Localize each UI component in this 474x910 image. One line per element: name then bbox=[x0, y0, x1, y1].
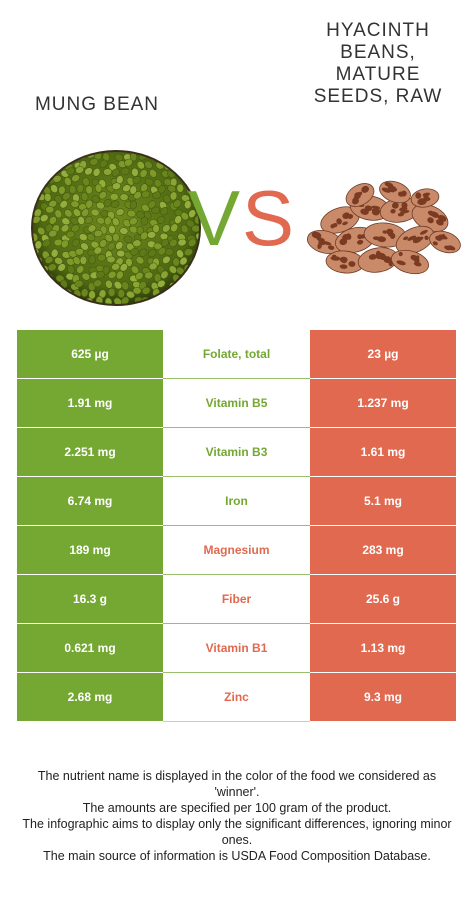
footer-line: The main source of information is USDA F… bbox=[43, 849, 431, 863]
right-value: 1.61 mg bbox=[310, 428, 456, 477]
footer-notes: The nutrient name is displayed in the co… bbox=[14, 768, 460, 864]
right-value: 283 mg bbox=[310, 526, 456, 575]
comparison-header: MUNG BEAN HYACINTH BEANS, MATURE SEEDS, … bbox=[0, 0, 474, 320]
vs-v-letter: V bbox=[188, 174, 243, 262]
nutrient-name: Folate, total bbox=[163, 330, 310, 379]
nutrient-name: Magnesium bbox=[163, 526, 310, 575]
footer-line: The nutrient name is displayed in the co… bbox=[37, 769, 437, 799]
right-value: 1.237 mg bbox=[310, 379, 456, 428]
left-value: 2.68 mg bbox=[17, 673, 163, 722]
right-value: 23 µg bbox=[310, 330, 456, 379]
left-value: 625 µg bbox=[17, 330, 163, 379]
left-value: 1.91 mg bbox=[17, 379, 163, 428]
nutrient-row: 2.68 mg Zinc 9.3 mg bbox=[17, 673, 456, 722]
right-value: 25.6 g bbox=[310, 575, 456, 624]
nutrient-row: 1.91 mg Vitamin B5 1.237 mg bbox=[17, 379, 456, 428]
right-food-name: HYACINTH BEANS, MATURE SEEDS, RAW bbox=[313, 20, 443, 107]
footer-line: The amounts are specified per 100 gram o… bbox=[82, 801, 392, 815]
footer-line: The infographic aims to display only the… bbox=[22, 817, 452, 847]
nutrient-comparison-table: 625 µg Folate, total 23 µg 1.91 mg Vitamin B… bbox=[17, 330, 456, 722]
nutrient-row: 16.3 g Fiber 25.6 g bbox=[17, 575, 456, 624]
nutrient-name: Vitamin B3 bbox=[163, 428, 310, 477]
right-value: 9.3 mg bbox=[310, 673, 456, 722]
right-value: 5.1 mg bbox=[310, 477, 456, 526]
left-food-name: MUNG BEAN bbox=[34, 94, 160, 115]
left-value: 16.3 g bbox=[17, 575, 163, 624]
right-value: 1.13 mg bbox=[310, 624, 456, 673]
vs-s-letter: S bbox=[242, 174, 297, 262]
nutrient-name: Vitamin B1 bbox=[163, 624, 310, 673]
nutrient-name: Zinc bbox=[163, 673, 310, 722]
nutrient-row: 189 mg Magnesium 283 mg bbox=[17, 526, 456, 575]
left-value: 6.74 mg bbox=[17, 477, 163, 526]
nutrient-row: 6.74 mg Iron 5.1 mg bbox=[17, 477, 456, 526]
nutrient-row: 2.251 mg Vitamin B3 1.61 mg bbox=[17, 428, 456, 477]
vs-label: VS bbox=[188, 178, 296, 258]
nutrient-row: 625 µg Folate, total 23 µg bbox=[17, 330, 456, 379]
hyacinth-beans-image bbox=[300, 180, 464, 280]
nutrient-name: Iron bbox=[163, 477, 310, 526]
left-value: 189 mg bbox=[17, 526, 163, 575]
left-value: 0.621 mg bbox=[17, 624, 163, 673]
mung-bean-image bbox=[30, 150, 202, 306]
nutrient-row: 0.621 mg Vitamin B1 1.13 mg bbox=[17, 624, 456, 673]
left-value: 2.251 mg bbox=[17, 428, 163, 477]
nutrient-name: Fiber bbox=[163, 575, 310, 624]
nutrient-name: Vitamin B5 bbox=[163, 379, 310, 428]
